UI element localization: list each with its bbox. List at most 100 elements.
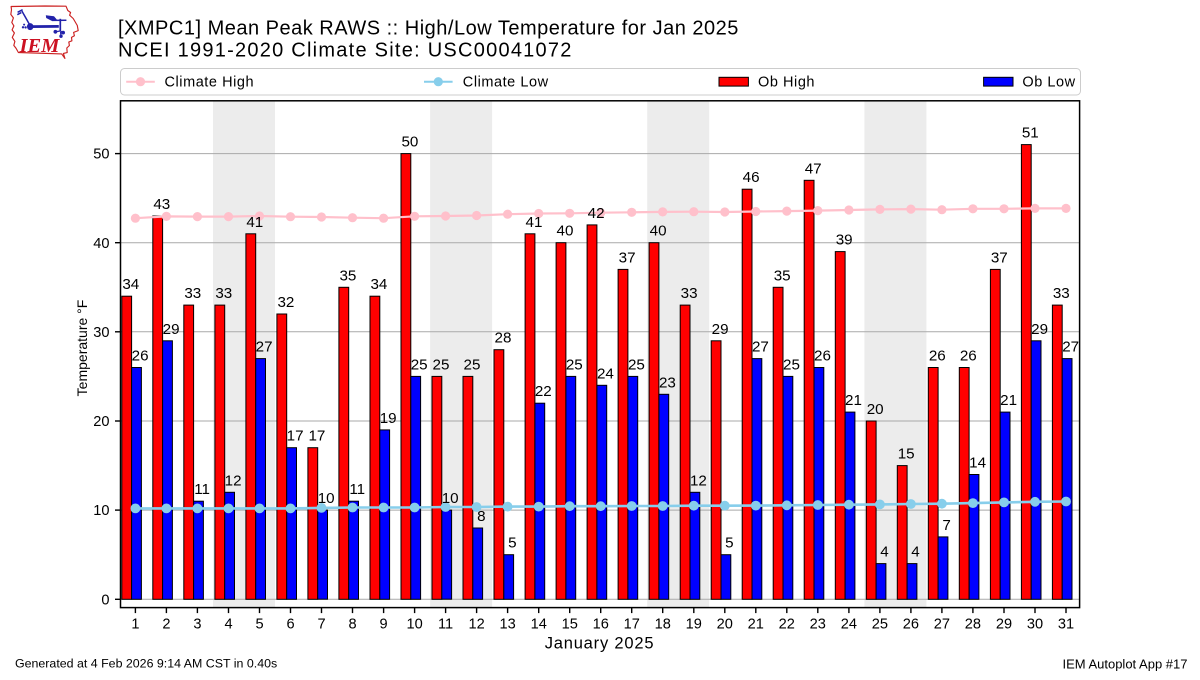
svg-text:27: 27 — [934, 617, 950, 633]
svg-text:13: 13 — [499, 617, 515, 633]
svg-text:22: 22 — [535, 383, 552, 400]
svg-text:25: 25 — [464, 356, 481, 373]
svg-text:25: 25 — [411, 356, 428, 373]
svg-text:26: 26 — [814, 348, 831, 365]
svg-text:50: 50 — [401, 134, 418, 151]
svg-text:Temperature °F: Temperature °F — [74, 300, 90, 397]
svg-text:30: 30 — [93, 325, 109, 341]
svg-text:40: 40 — [557, 223, 574, 240]
svg-text:51: 51 — [1022, 125, 1039, 142]
svg-text:29: 29 — [712, 321, 729, 338]
svg-text:40: 40 — [650, 223, 667, 240]
svg-text:12: 12 — [468, 617, 484, 633]
svg-text:1: 1 — [131, 617, 139, 633]
svg-text:NCEI 1991-2020 Climate Site: U: NCEI 1991-2020 Climate Site: USC00041072 — [118, 40, 573, 62]
svg-text:41: 41 — [526, 214, 543, 231]
svg-text:4: 4 — [880, 544, 888, 561]
svg-text:20: 20 — [93, 414, 109, 430]
svg-text:47: 47 — [805, 160, 822, 177]
svg-text:24: 24 — [841, 617, 857, 633]
svg-text:3: 3 — [193, 617, 201, 633]
svg-text:26: 26 — [903, 617, 919, 633]
svg-text:17: 17 — [287, 428, 304, 445]
svg-text:5: 5 — [508, 535, 516, 552]
svg-text:31: 31 — [1058, 617, 1074, 633]
svg-text:4: 4 — [911, 544, 919, 561]
svg-text:25: 25 — [433, 356, 450, 373]
svg-text:7: 7 — [317, 617, 325, 633]
svg-text:24: 24 — [597, 365, 614, 382]
svg-text:Ob Low: Ob Low — [1022, 75, 1075, 91]
svg-text:27: 27 — [256, 339, 273, 356]
svg-text:25: 25 — [872, 617, 888, 633]
svg-text:Climate High: Climate High — [165, 75, 255, 91]
svg-text:5: 5 — [255, 617, 263, 633]
svg-text:32: 32 — [277, 294, 294, 311]
svg-text:IEM Autoplot App #17: IEM Autoplot App #17 — [1062, 657, 1187, 672]
svg-text:33: 33 — [1053, 285, 1070, 302]
svg-text:34: 34 — [370, 276, 387, 293]
svg-text:2: 2 — [162, 617, 170, 633]
svg-text:10: 10 — [442, 490, 459, 507]
svg-text:17: 17 — [308, 428, 325, 445]
svg-text:10: 10 — [406, 617, 422, 633]
svg-text:Climate Low: Climate Low — [463, 75, 549, 91]
svg-text:7: 7 — [942, 517, 950, 534]
svg-text:4: 4 — [224, 617, 232, 633]
svg-text:14: 14 — [531, 617, 547, 633]
svg-text:23: 23 — [810, 617, 826, 633]
svg-text:15: 15 — [898, 446, 915, 463]
svg-text:33: 33 — [681, 285, 698, 302]
svg-text:33: 33 — [184, 285, 201, 302]
svg-text:Ob High: Ob High — [758, 75, 815, 91]
svg-text:5: 5 — [725, 535, 733, 552]
svg-text:25: 25 — [628, 356, 645, 373]
svg-text:39: 39 — [836, 232, 853, 249]
svg-text:17: 17 — [624, 617, 640, 633]
svg-text:27: 27 — [752, 339, 769, 356]
svg-text:35: 35 — [774, 267, 791, 284]
svg-text:19: 19 — [380, 410, 397, 427]
svg-text:11: 11 — [349, 481, 365, 498]
svg-text:0: 0 — [101, 592, 109, 608]
svg-text:12: 12 — [690, 472, 707, 489]
svg-text:42: 42 — [588, 205, 605, 222]
svg-text:43: 43 — [153, 196, 170, 213]
svg-text:10: 10 — [93, 503, 109, 519]
svg-text:46: 46 — [743, 169, 760, 186]
svg-text:23: 23 — [659, 374, 676, 391]
svg-text:21: 21 — [1000, 392, 1017, 409]
svg-text:6: 6 — [286, 617, 294, 633]
svg-text:12: 12 — [225, 472, 242, 489]
svg-text:28: 28 — [965, 617, 981, 633]
svg-text:27: 27 — [1062, 339, 1079, 356]
svg-text:50: 50 — [93, 147, 109, 163]
svg-text:29: 29 — [1031, 321, 1048, 338]
svg-text:29: 29 — [996, 617, 1012, 633]
svg-text:21: 21 — [748, 617, 764, 633]
svg-text:Generated at 4 Feb 2026 9:14 A: Generated at 4 Feb 2026 9:14 AM CST in 0… — [15, 657, 277, 671]
svg-text:28: 28 — [495, 330, 512, 347]
svg-text:30: 30 — [1027, 617, 1043, 633]
svg-text:[XMPC1] Mean Peak RAWS :: High: [XMPC1] Mean Peak RAWS :: High/Low Tempe… — [118, 18, 739, 40]
svg-text:33: 33 — [215, 285, 232, 302]
svg-text:25: 25 — [566, 356, 583, 373]
svg-text:22: 22 — [779, 617, 795, 633]
svg-text:18: 18 — [655, 617, 671, 633]
svg-text:20: 20 — [717, 617, 733, 633]
svg-text:19: 19 — [686, 617, 702, 633]
svg-text:37: 37 — [991, 249, 1008, 266]
svg-text:34: 34 — [122, 276, 139, 293]
svg-text:11: 11 — [438, 617, 453, 633]
svg-text:9: 9 — [380, 617, 388, 633]
svg-text:10: 10 — [318, 490, 335, 507]
svg-text:20: 20 — [867, 401, 884, 418]
svg-text:35: 35 — [339, 267, 356, 284]
svg-text:41: 41 — [246, 214, 263, 231]
svg-text:26: 26 — [960, 348, 977, 365]
svg-text:37: 37 — [619, 249, 636, 266]
svg-text:8: 8 — [477, 508, 485, 525]
svg-text:16: 16 — [593, 617, 609, 633]
svg-text:29: 29 — [163, 321, 180, 338]
svg-text:26: 26 — [929, 348, 946, 365]
